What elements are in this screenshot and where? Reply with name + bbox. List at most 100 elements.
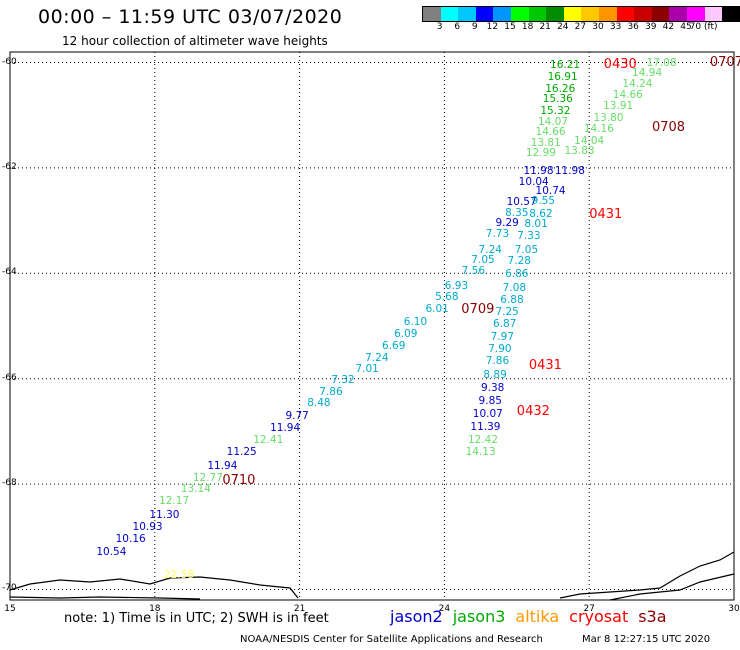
wave-height-value: 6.01 bbox=[425, 303, 449, 316]
legend-swatch bbox=[651, 7, 670, 21]
wave-height-value: 6.09 bbox=[394, 327, 418, 340]
wave-height-value: 7.97 bbox=[490, 330, 515, 343]
wave-height-value: 10.57 bbox=[506, 196, 537, 209]
map-frame bbox=[9, 51, 735, 601]
legend-label: 21 bbox=[539, 22, 551, 32]
legend-label: 70 (ft) bbox=[689, 22, 718, 32]
legend-label: 3 bbox=[436, 22, 443, 32]
lat-tick-label: -64 bbox=[2, 267, 17, 278]
wave-height-value: 13.14 bbox=[180, 483, 211, 496]
legend-label: 24 bbox=[557, 22, 569, 32]
wave-height-value: 14.94 bbox=[632, 67, 663, 80]
wave-height-value: 6.69 bbox=[382, 340, 406, 353]
pass-time-label: 0709 bbox=[461, 302, 495, 318]
lat-tick-label: -70 bbox=[2, 583, 17, 594]
wave-height-value: 7.33 bbox=[517, 230, 541, 243]
wave-height-value: 22.58 bbox=[163, 568, 194, 581]
wave-height-value: 11.25 bbox=[226, 446, 257, 459]
wave-height-value: 16.91 bbox=[547, 71, 578, 84]
wave-height-value: 10.04 bbox=[518, 176, 549, 189]
wave-height-value: 7.08 bbox=[502, 281, 527, 294]
wave-height-value: 7.05 bbox=[514, 243, 539, 256]
legend-swatch bbox=[598, 7, 617, 21]
wave-height-value: 12.17 bbox=[159, 495, 190, 508]
lon-tick-label: 24 bbox=[438, 604, 451, 614]
wave-height-value: 11.98 bbox=[554, 164, 585, 177]
wave-height-value: 12.41 bbox=[253, 433, 284, 446]
wave-height-value: 11.94 bbox=[207, 459, 238, 472]
wave-height-value: 15.32 bbox=[540, 105, 571, 117]
legend-label: 9 bbox=[471, 22, 478, 32]
wave-height-value: 14.07 bbox=[537, 115, 569, 128]
wave-height-value: 7.25 bbox=[495, 305, 519, 318]
wave-height-value: 14.16 bbox=[583, 123, 614, 136]
lon-tick-label: 15 bbox=[4, 604, 16, 614]
satellite-legend-cryosat: cryosat bbox=[569, 607, 629, 626]
lat-tick-label: -66 bbox=[2, 372, 17, 383]
wave-height-value: 8.89 bbox=[483, 369, 507, 381]
wave-height-value: 11.94 bbox=[270, 421, 301, 434]
lon-tick-label: 30 bbox=[728, 604, 740, 614]
lat-tick-label: -68 bbox=[2, 478, 17, 489]
wave-height-value: 14.13 bbox=[465, 446, 496, 459]
color-scale-legend bbox=[422, 6, 740, 22]
wave-height-value: 12.42 bbox=[467, 434, 499, 447]
wave-height-value: 5.68 bbox=[435, 291, 459, 304]
legend-label: 30 bbox=[592, 22, 604, 32]
wave-height-value: 6.86 bbox=[505, 268, 529, 281]
legend-swatch bbox=[704, 7, 723, 21]
satellite-legend-jason2: jason2 bbox=[390, 607, 443, 626]
pass-time-label: 0431 bbox=[528, 357, 562, 373]
wave-height-value: 6.10 bbox=[403, 315, 428, 328]
pass-time-label: 0430 bbox=[603, 57, 637, 73]
lon-tick-label: 27 bbox=[583, 604, 595, 614]
legend-swatch bbox=[581, 7, 599, 21]
wave-height-value: 9.38 bbox=[480, 381, 505, 394]
legend-swatch bbox=[686, 7, 705, 21]
footer-note: note: 1) Time is in UTC; 2) SWH is in fe… bbox=[64, 611, 329, 626]
pass-time-label: 0710 bbox=[222, 473, 256, 489]
wave-height-value: 13.80 bbox=[593, 111, 624, 124]
satellite-legend-altika: altika bbox=[515, 607, 560, 626]
pass-time-label: 0432 bbox=[516, 403, 550, 419]
lat-tick-label: -62 bbox=[2, 161, 17, 172]
wave-height-value: 7.90 bbox=[488, 342, 512, 355]
wave-height-value: 14.66 bbox=[535, 126, 566, 139]
wave-height-value: 11.30 bbox=[149, 508, 180, 521]
wave-height-value: 16.26 bbox=[545, 82, 576, 95]
credit-line: NOAA/NESDIS Center for Satellite Applica… bbox=[240, 634, 543, 645]
wave-height-value: 9.77 bbox=[285, 409, 309, 422]
legend-swatch bbox=[669, 7, 687, 21]
lon-tick-label: 21 bbox=[293, 604, 306, 614]
wave-height-value: 7.24 bbox=[365, 351, 389, 364]
wave-height-value: 14.04 bbox=[574, 134, 605, 147]
wave-height-value: 11.98 bbox=[523, 164, 554, 177]
satellite-legend: jason2 jason3 altika cryosat s3a bbox=[390, 607, 677, 626]
page-title: 00:00 – 11:59 UTC 03/07/2020 bbox=[38, 6, 343, 28]
wave-height-value: 13.91 bbox=[603, 100, 634, 113]
pass-time-label: 0431 bbox=[589, 207, 623, 223]
wave-height-value: 10.93 bbox=[132, 521, 163, 534]
wave-height-value: 7.86 bbox=[485, 355, 510, 368]
legend-swatch bbox=[722, 7, 740, 21]
legend-swatch bbox=[423, 7, 441, 21]
legend-swatch bbox=[563, 7, 582, 21]
wave-height-value: 7.01 bbox=[355, 363, 379, 376]
wave-height-value: 9.85 bbox=[478, 395, 502, 408]
wave-height-value: 7.24 bbox=[478, 243, 502, 256]
wave-height-value: 13.81 bbox=[530, 136, 561, 149]
legend-label: 45 bbox=[680, 22, 692, 32]
antarctic-coastline bbox=[9, 551, 735, 601]
wave-height-value: 7.86 bbox=[319, 385, 343, 398]
wave-height-value: 10.16 bbox=[115, 533, 146, 546]
wave-height-value: 7.05 bbox=[471, 254, 495, 267]
wave-height-value: 7.56 bbox=[461, 264, 486, 277]
wave-height-value: 6.93 bbox=[444, 280, 469, 293]
map-grid bbox=[9, 52, 735, 600]
wave-height-value: 9.55 bbox=[531, 195, 556, 208]
legend-label: 15 bbox=[504, 22, 516, 32]
lat-tick-label: -60 bbox=[2, 56, 17, 67]
wave-height-value: 10.07 bbox=[472, 407, 503, 420]
wave-height-value: 10.74 bbox=[535, 184, 566, 197]
